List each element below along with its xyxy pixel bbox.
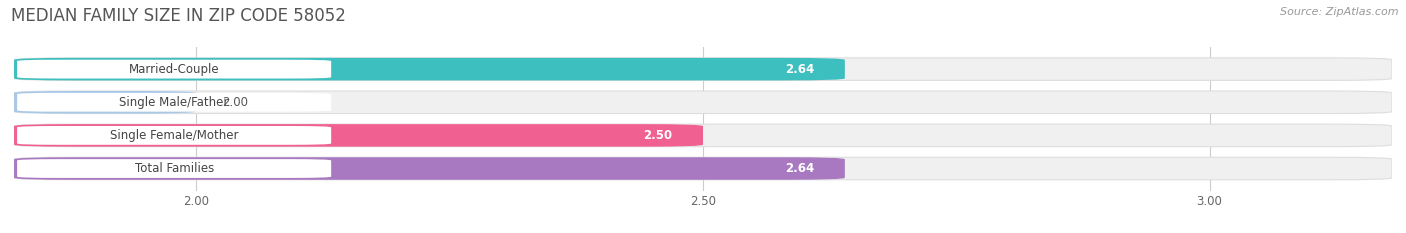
FancyBboxPatch shape: [17, 60, 332, 79]
FancyBboxPatch shape: [17, 126, 332, 145]
Text: Single Male/Father: Single Male/Father: [120, 96, 229, 109]
FancyBboxPatch shape: [14, 91, 197, 113]
FancyBboxPatch shape: [17, 93, 332, 112]
Text: 2.64: 2.64: [785, 162, 814, 175]
FancyBboxPatch shape: [14, 157, 1392, 180]
FancyBboxPatch shape: [14, 58, 1392, 80]
Text: Source: ZipAtlas.com: Source: ZipAtlas.com: [1281, 7, 1399, 17]
Text: Married-Couple: Married-Couple: [129, 63, 219, 76]
Text: 2.00: 2.00: [222, 96, 247, 109]
FancyBboxPatch shape: [14, 124, 703, 147]
FancyBboxPatch shape: [14, 58, 845, 80]
Text: 2.50: 2.50: [644, 129, 672, 142]
Text: Single Female/Mother: Single Female/Mother: [110, 129, 239, 142]
FancyBboxPatch shape: [14, 124, 1392, 147]
FancyBboxPatch shape: [17, 159, 332, 178]
FancyBboxPatch shape: [14, 91, 1392, 113]
FancyBboxPatch shape: [14, 157, 845, 180]
Text: 2.64: 2.64: [785, 63, 814, 76]
Text: Total Families: Total Families: [135, 162, 214, 175]
Text: MEDIAN FAMILY SIZE IN ZIP CODE 58052: MEDIAN FAMILY SIZE IN ZIP CODE 58052: [11, 7, 346, 25]
